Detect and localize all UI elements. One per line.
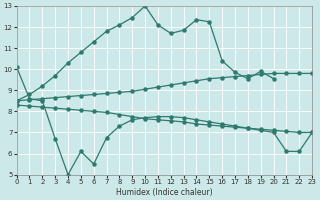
X-axis label: Humidex (Indice chaleur): Humidex (Indice chaleur) (116, 188, 213, 197)
